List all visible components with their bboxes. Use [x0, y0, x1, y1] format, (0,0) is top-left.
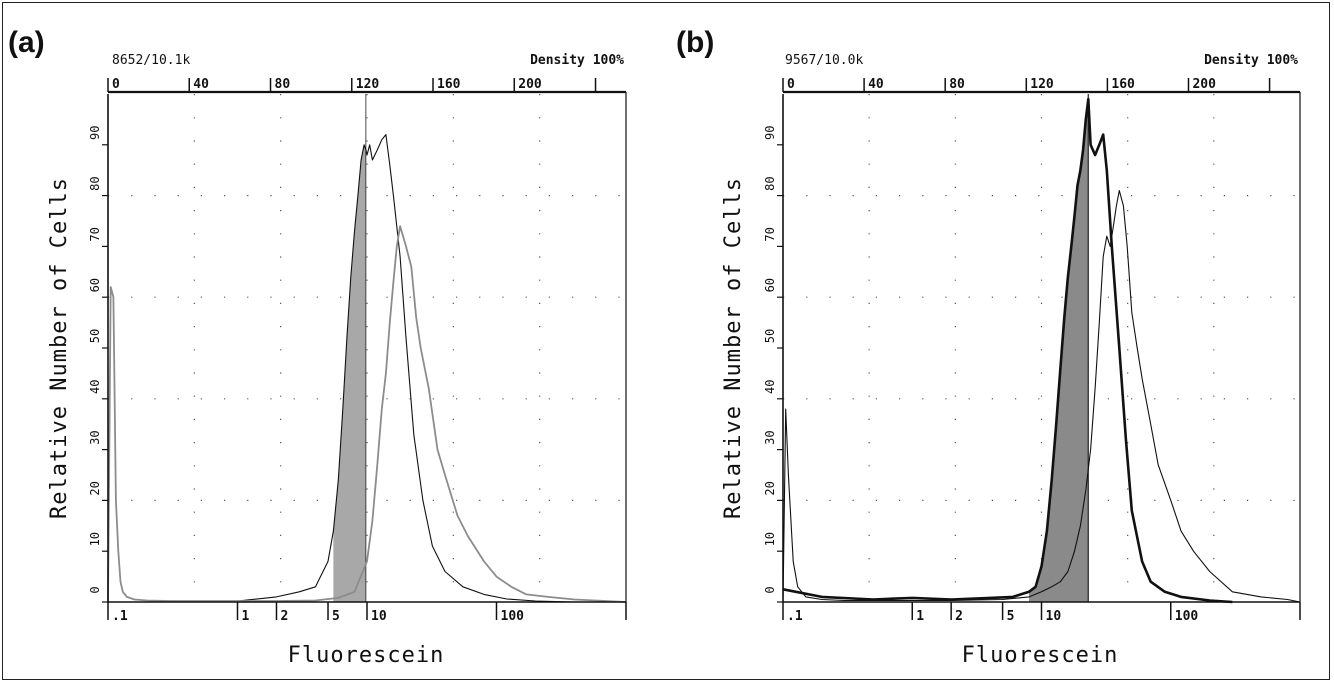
bottom-tick-label: .1 [112, 609, 128, 624]
left-tick-label: 70 [88, 227, 102, 241]
bottom-tick-label: 5 [332, 609, 340, 624]
bottom-tick-label: 100 [1175, 609, 1199, 624]
left-tick-label: 0 [763, 586, 777, 593]
top-tick-label: 0 [112, 77, 120, 92]
left-tick-label: 60 [763, 278, 777, 292]
bottom-tick-label: .1 [787, 609, 803, 624]
top-tick-label: 80 [275, 77, 291, 92]
x-axis-title: Fluorescein [962, 643, 1119, 668]
top-tick-label: 80 [949, 77, 965, 92]
left-tick-label: 70 [763, 227, 777, 241]
left-tick-label: 10 [763, 532, 777, 546]
top-tick-label: 0 [787, 77, 795, 92]
left-tick-label: 80 [88, 176, 102, 190]
panel-label: (b) [676, 26, 714, 59]
top-tick-label: 160 [437, 77, 461, 92]
grid [108, 94, 626, 602]
gated-region [333, 144, 366, 603]
left-tick-label: 30 [763, 430, 777, 444]
bottom-tick-label: 5 [1007, 609, 1015, 624]
left-tick-label: 20 [88, 481, 102, 495]
axis-lines [782, 94, 1300, 603]
y-axis-title: Relative Number of Cells [721, 177, 746, 519]
left-tick-label: 20 [763, 481, 777, 495]
density-label: Density 100% [530, 53, 624, 68]
left-tick-label: 90 [763, 126, 777, 140]
bottom-tick-label: 2 [955, 609, 963, 624]
grid [783, 94, 1300, 602]
left-tick-label: 50 [763, 329, 777, 343]
gated-region [1028, 99, 1089, 602]
bottom-tick-label: 1 [916, 609, 924, 624]
top-tick-label: 200 [518, 77, 542, 92]
left-tick-label: 30 [88, 430, 102, 444]
bottom-tick-label: 1 [242, 609, 250, 624]
left-tick-label: 90 [88, 126, 102, 140]
top-tick-label: 200 [1192, 77, 1216, 92]
top-tick-label: 120 [356, 77, 380, 92]
histogram-series-2 [782, 189, 1301, 603]
left-tick-label: 80 [763, 176, 777, 190]
event-count-label: 8652/10.1k [112, 53, 190, 68]
left-tick-label: 40 [88, 380, 102, 394]
top-tick-label: 120 [1030, 77, 1054, 92]
histogram-series-2 [107, 225, 627, 603]
top-tick-label: 160 [1111, 77, 1135, 92]
bottom-tick-label: 100 [501, 609, 525, 624]
chart-panel-a: (a)8652/10.1k Density 100%0 40 80 120 160 2000… [8, 26, 627, 668]
chart-panel-b: (b)9567/10.0k Density 100%0 40 80 120 160 2000… [676, 26, 1301, 668]
top-tick-label: 40 [193, 77, 209, 92]
histogram-series-1 [782, 97, 1233, 604]
panel-label: (a) [8, 26, 45, 59]
histogram-series-1 [113, 134, 621, 603]
bottom-tick-label: 10 [371, 609, 387, 624]
left-tick-label: 50 [88, 329, 102, 343]
left-tick-label: 10 [88, 532, 102, 546]
x-axis-title: Fluorescein [288, 643, 445, 668]
density-label: Density 100% [1204, 53, 1298, 68]
left-tick-label: 60 [88, 278, 102, 292]
bottom-tick-label: 2 [280, 609, 288, 624]
bottom-tick-label: 10 [1046, 609, 1062, 624]
axis-lines [107, 94, 626, 603]
top-tick-label: 40 [868, 77, 884, 92]
left-tick-label: 40 [763, 380, 777, 394]
left-tick-label: 0 [88, 586, 102, 593]
event-count-label: 9567/10.0k [785, 53, 863, 68]
y-axis-title: Relative Number of Cells [47, 177, 72, 519]
